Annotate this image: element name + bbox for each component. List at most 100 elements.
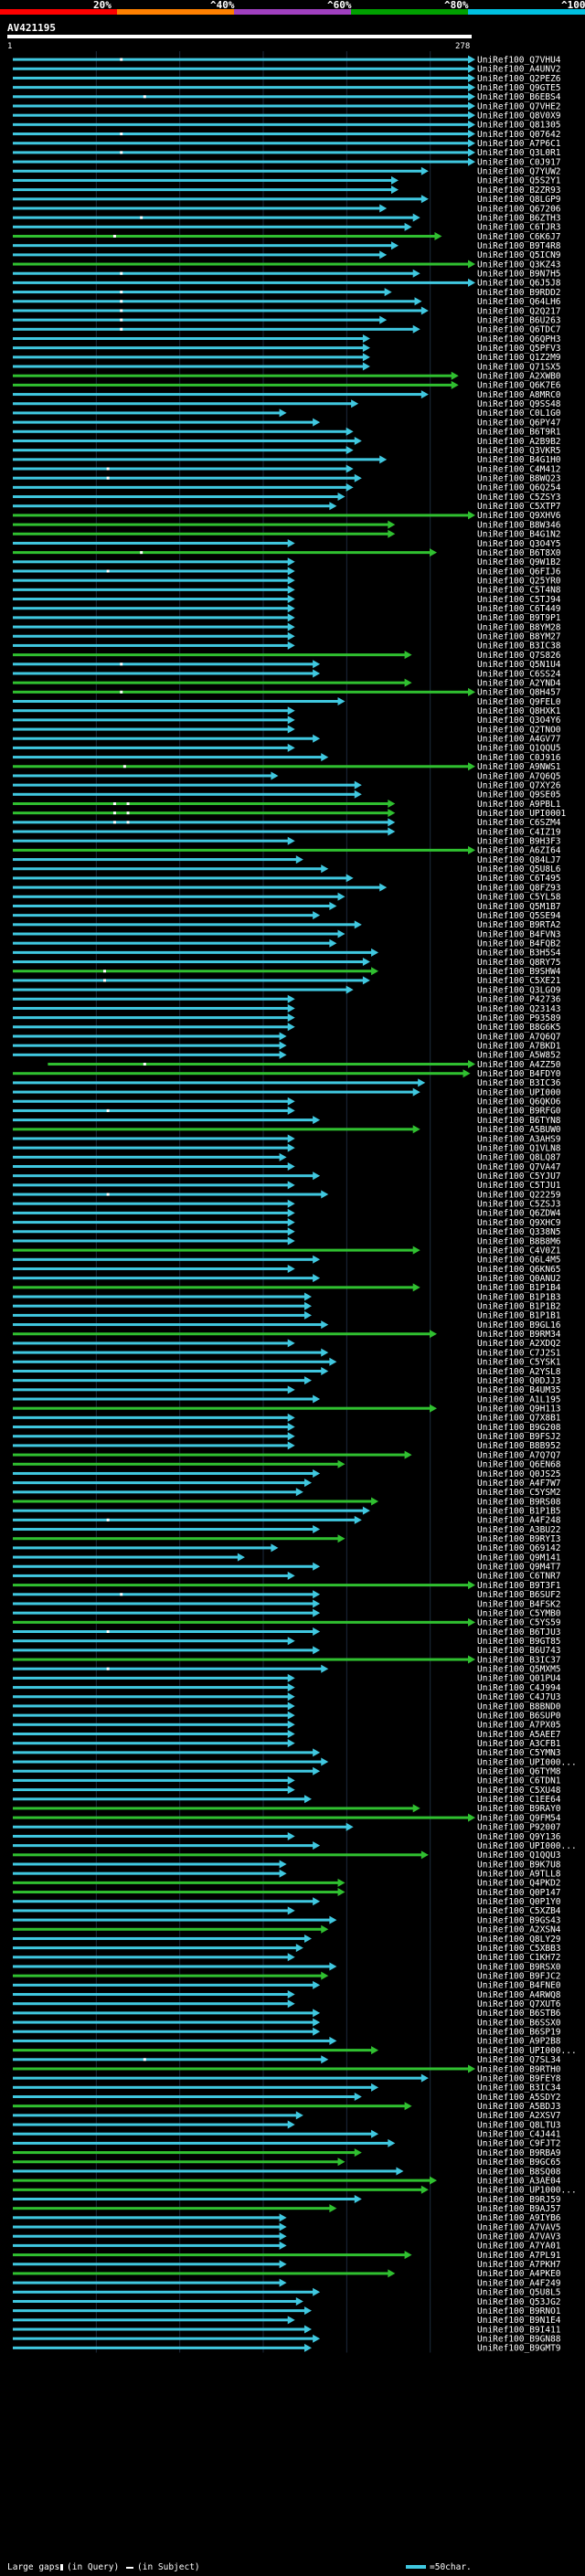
hit-label[interactable]: UniRef100_C1EE64 — [477, 1795, 561, 1805]
hit-label[interactable]: UniRef100_C5XTP7 — [477, 502, 561, 512]
hit-label[interactable]: UniRef100_B9AJ57 — [477, 2204, 561, 2214]
hit-label[interactable]: UniRef100_B9RBA9 — [477, 2148, 561, 2158]
hit-label[interactable]: UniRef100_Q9H113 — [477, 1404, 561, 1414]
hit-label[interactable]: UniRef100_A1L195 — [477, 1394, 561, 1405]
hit-label[interactable]: UniRef100_Q71SX5 — [477, 362, 561, 372]
hit-label[interactable]: UniRef100_B1P1B4 — [477, 1283, 561, 1293]
hit-label[interactable]: UniRef100_B9RM34 — [477, 1330, 561, 1340]
hit-label[interactable]: UniRef100_Q5N1U4 — [477, 660, 561, 670]
hit-label[interactable]: UniRef100_Q8H457 — [477, 688, 561, 698]
hit-label[interactable]: UniRef100_C0L1G0 — [477, 408, 561, 419]
hit-label[interactable]: UniRef100_B9T3F1 — [477, 1581, 561, 1591]
hit-label[interactable]: UniRef100_A5BUW0 — [477, 1125, 561, 1135]
hit-label[interactable]: UniRef100_C5TJ94 — [477, 595, 561, 605]
hit-label[interactable]: UniRef100_B9RSX0 — [477, 1962, 561, 1972]
hit-label[interactable]: UniRef100_P92007 — [477, 1823, 561, 1833]
hit-label[interactable]: UniRef100_B9GS43 — [477, 1915, 561, 1925]
hit-label[interactable]: UniRef100_B9K7U8 — [477, 1860, 561, 1870]
hit-label[interactable]: UniRef100_A4PKE0 — [477, 2269, 561, 2279]
hit-label[interactable]: UniRef100_C5YJU7 — [477, 1171, 561, 1182]
hit-label[interactable]: UniRef100_B2ZR93 — [477, 186, 561, 196]
hit-label[interactable]: UniRef100_C0J916 — [477, 753, 561, 763]
hit-label[interactable]: UniRef100_Q9SS48 — [477, 399, 561, 409]
hit-label[interactable]: UniRef100_B9FEY8 — [477, 2073, 561, 2083]
hit-label[interactable]: UniRef100_A4F249 — [477, 2278, 561, 2288]
hit-label[interactable]: UniRef100_Q338N5 — [477, 1227, 561, 1237]
hit-label[interactable]: UniRef100_B4FVN3 — [477, 929, 561, 939]
hit-label[interactable]: UniRef100_Q5M1B7 — [477, 902, 561, 912]
hit-label[interactable]: UniRef100_C4J7U3 — [477, 1692, 561, 1702]
hit-label[interactable]: UniRef100_Q8LY29 — [477, 1935, 561, 1945]
hit-label[interactable]: UniRef100_Q8FZ93 — [477, 883, 561, 893]
hit-label[interactable]: UniRef100_Q1Z2M9 — [477, 353, 561, 363]
hit-label[interactable]: UniRef100_C9FJT2 — [477, 2139, 561, 2149]
hit-label[interactable]: UniRef100_B6TJU3 — [477, 1627, 561, 1638]
hit-label[interactable]: UniRef100_C7J2S1 — [477, 1348, 561, 1358]
hit-label[interactable]: UniRef100_A7BKD1 — [477, 1041, 561, 1051]
hit-label[interactable]: UniRef100_Q6QKO6 — [477, 1097, 561, 1108]
hit-label[interactable]: UniRef100_C6TJR3 — [477, 223, 561, 233]
hit-label[interactable]: UniRef100_A4ZZ50 — [477, 1060, 561, 1070]
hit-label[interactable]: UniRef100_Q8LTU3 — [477, 2120, 561, 2130]
hit-label[interactable]: UniRef100_Q7SL34 — [477, 2055, 561, 2065]
hit-label[interactable]: UniRef100_Q7VHU4 — [477, 55, 561, 65]
hit-label[interactable]: UniRef100_A7VAV5 — [477, 2222, 561, 2232]
hit-label[interactable]: UniRef100_Q5ICN9 — [477, 250, 561, 260]
hit-label[interactable]: UniRef100_Q7VA47 — [477, 1162, 561, 1172]
hit-label[interactable]: UniRef100_A5SDY2 — [477, 2093, 561, 2103]
hit-label[interactable]: UniRef100_C6T495 — [477, 874, 561, 884]
hit-label[interactable]: UniRef100_Q6Q254 — [477, 483, 561, 493]
hit-label[interactable]: UniRef100_C5XE21 — [477, 976, 561, 986]
hit-label[interactable]: UniRef100_A3CFB1 — [477, 1739, 561, 1749]
hit-label[interactable]: UniRef100_Q3KZ43 — [477, 260, 561, 270]
hit-label[interactable]: UniRef100_UPI000... — [477, 1757, 577, 1767]
hit-label[interactable]: UniRef100_A9NWS1 — [477, 762, 561, 772]
hit-label[interactable]: UniRef100_Q5SE94 — [477, 911, 561, 921]
hit-label[interactable]: UniRef100_Q2PEZ6 — [477, 74, 561, 84]
hit-label[interactable]: UniRef100_Q9FEL0 — [477, 697, 561, 707]
hit-label[interactable]: UniRef100_Q5PFV3 — [477, 344, 561, 354]
hit-label[interactable]: UniRef100_B4FQB2 — [477, 938, 561, 949]
hit-label[interactable]: UniRef100_Q2TNO0 — [477, 725, 561, 735]
hit-label[interactable]: UniRef100_A2XSV7 — [477, 2111, 561, 2121]
hit-label[interactable]: UniRef100_B3IC36 — [477, 1078, 561, 1088]
hit-label[interactable]: UniRef100_C6TNR7 — [477, 1572, 561, 1582]
hit-label[interactable]: UniRef100_B9GL16 — [477, 1320, 561, 1330]
hit-label[interactable]: UniRef100_Q2Q217 — [477, 306, 561, 316]
hit-label[interactable]: UniRef100_Q6L4M5 — [477, 1256, 561, 1266]
hit-label[interactable]: UniRef100_UP1000... — [477, 2186, 577, 2196]
hit-label[interactable]: UniRef100_Q9SE05 — [477, 790, 561, 800]
hit-label[interactable]: UniRef100_B9T9P1 — [477, 613, 561, 623]
hit-label[interactable]: UniRef100_C5YMN3 — [477, 1748, 561, 1758]
hit-label[interactable]: UniRef100_A5BDJ3 — [477, 2102, 561, 2112]
hit-label[interactable]: UniRef100_B6T8X0 — [477, 548, 561, 558]
hit-label[interactable]: UniRef100_B3IC38 — [477, 641, 561, 652]
hit-label[interactable]: UniRef100_B9H3F3 — [477, 837, 561, 847]
hit-label[interactable]: UniRef100_A9PBL1 — [477, 800, 561, 810]
hit-label[interactable]: UniRef100_C5YSK1 — [477, 1358, 561, 1368]
hit-label[interactable]: UniRef100_Q9M141 — [477, 1553, 561, 1563]
hit-label[interactable]: UniRef100_B6SSX0 — [477, 2018, 561, 2028]
hit-label[interactable]: UniRef100_P42736 — [477, 995, 561, 1005]
hit-label[interactable]: UniRef100_B9RDD2 — [477, 288, 561, 298]
hit-label[interactable]: UniRef100_Q6PY47 — [477, 418, 561, 428]
hit-label[interactable]: UniRef100_B6U263 — [477, 315, 561, 325]
hit-label[interactable]: UniRef100_Q8LQ87 — [477, 1153, 561, 1163]
hit-label[interactable]: UniRef100_B6T9R1 — [477, 428, 561, 438]
hit-label[interactable]: UniRef100_B3H5S4 — [477, 949, 561, 959]
hit-label[interactable]: UniRef100_B8G6K5 — [477, 1023, 561, 1033]
hit-label[interactable]: UniRef100_Q8V0X9 — [477, 111, 561, 121]
hit-label[interactable]: UniRef100_C5XZB4 — [477, 1906, 561, 1916]
hit-label[interactable]: UniRef100_A7PX05 — [477, 1721, 561, 1731]
hit-label[interactable]: UniRef100_B4FNE0 — [477, 1981, 561, 1991]
hit-label[interactable]: UniRef100_C4J441 — [477, 2130, 561, 2140]
hit-label[interactable]: UniRef100_A2B9B2 — [477, 437, 561, 447]
hit-label[interactable]: UniRef100_B9GC65 — [477, 2157, 561, 2168]
hit-label[interactable]: UniRef100_B8BND0 — [477, 1701, 561, 1712]
hit-label[interactable]: UniRef100_C6K6J7 — [477, 232, 561, 242]
hit-label[interactable]: UniRef100_Q7X8B1 — [477, 1414, 561, 1424]
hit-label[interactable]: UniRef100_C4M412 — [477, 464, 561, 474]
hit-label[interactable]: UniRef100_A3AE04 — [477, 2176, 561, 2186]
hit-label[interactable]: UniRef100_C5YL58 — [477, 893, 561, 903]
hit-label[interactable]: UniRef100_A2XWB0 — [477, 372, 561, 382]
